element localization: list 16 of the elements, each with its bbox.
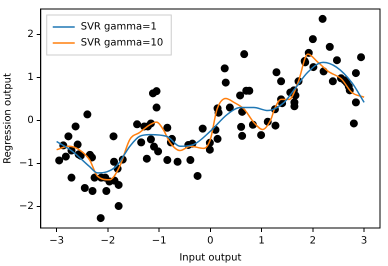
x-tick-label: 0 [207, 236, 214, 247]
y-tick-label: 1 [27, 72, 34, 84]
legend-label: SVR gamma=1 [80, 22, 157, 33]
x-tick-label: −2 [100, 236, 116, 247]
x-axis-title: Input output [179, 252, 242, 264]
y-axis-title: Regression output [2, 72, 14, 164]
y-tick-label: −2 [18, 201, 34, 212]
x-tick-label: −3 [49, 236, 64, 247]
x-tick-label: −1 [152, 236, 166, 247]
y-tick-label: 0 [27, 115, 34, 126]
legend-label: SVR gamma=10 [80, 38, 164, 49]
x-tick-label: 3 [360, 236, 368, 247]
y-tick-label: 2 [27, 28, 34, 40]
x-tick-label: 1 [258, 236, 265, 247]
y-tick-label: −1 [18, 158, 34, 170]
x-tick-label: 2 [310, 236, 316, 247]
